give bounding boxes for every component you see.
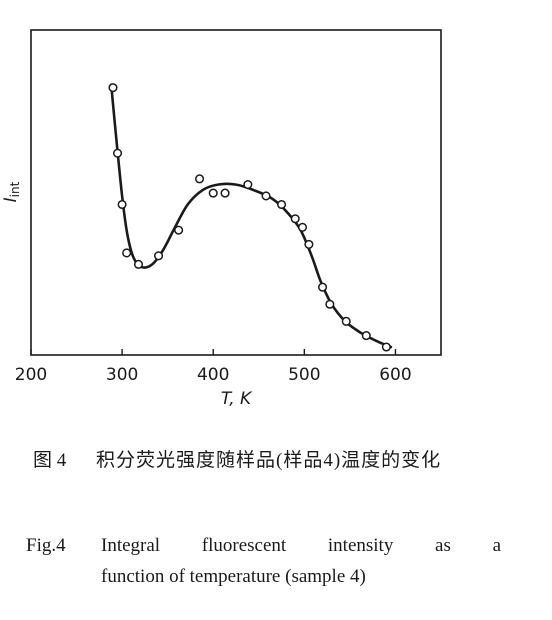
caption-english: Fig.4 Integral fluorescent intensity as … xyxy=(0,530,552,600)
x-tick-label-200: 200 xyxy=(15,365,47,385)
chart-svg: 200 300 400 500 600 T, K Iint xyxy=(0,0,552,420)
x-ticks xyxy=(31,349,395,355)
y-axis-label-sub: int xyxy=(8,181,22,197)
data-point-18 xyxy=(326,300,334,308)
x-axis-label: T, K xyxy=(221,389,253,409)
data-point-9 xyxy=(209,189,217,197)
data-point-4 xyxy=(123,249,131,257)
data-point-7 xyxy=(175,226,183,234)
y-axis-label: Iint xyxy=(1,181,22,202)
data-point-11 xyxy=(244,181,252,189)
data-point-20 xyxy=(362,332,370,340)
data-point-12 xyxy=(262,192,270,200)
data-point-19 xyxy=(342,318,350,326)
data-point-14 xyxy=(291,215,299,223)
data-point-1 xyxy=(109,84,117,92)
data-points xyxy=(109,84,390,351)
data-point-16 xyxy=(305,241,313,249)
data-point-17 xyxy=(319,283,327,291)
caption-english-number: Fig.4 xyxy=(26,530,66,561)
data-point-3 xyxy=(118,201,126,209)
data-point-5 xyxy=(135,261,143,269)
x-tick-labels: 200 300 400 500 600 xyxy=(15,365,412,385)
caption-english-line-2: function of temperature (sample 4) xyxy=(101,561,501,592)
data-point-6 xyxy=(155,252,163,260)
data-point-2 xyxy=(114,149,122,157)
data-point-13 xyxy=(278,201,286,209)
chart-figure: 200 300 400 500 600 T, K Iint xyxy=(0,0,552,420)
x-tick-label-500: 500 xyxy=(288,365,320,385)
x-tick-label-600: 600 xyxy=(379,365,411,385)
caption-chinese-number: 图 4 xyxy=(33,445,66,476)
data-point-15 xyxy=(299,224,307,232)
caption-english-text: Integral fluorescent intensity as a func… xyxy=(101,530,501,592)
data-point-21 xyxy=(383,343,391,351)
plot-frame xyxy=(31,30,441,355)
caption-chinese: 图 4 积分荧光强度随样品(样品4)温度的变化 xyxy=(0,445,552,515)
data-point-10 xyxy=(221,189,229,197)
x-tick-label-300: 300 xyxy=(106,365,138,385)
caption-chinese-text: 积分荧光强度随样品(样品4)温度的变化 xyxy=(96,445,516,476)
data-point-8 xyxy=(196,175,204,183)
caption-english-line-1: Integral fluorescent intensity as a xyxy=(101,535,501,556)
x-tick-label-400: 400 xyxy=(197,365,229,385)
fit-curve xyxy=(111,85,391,347)
